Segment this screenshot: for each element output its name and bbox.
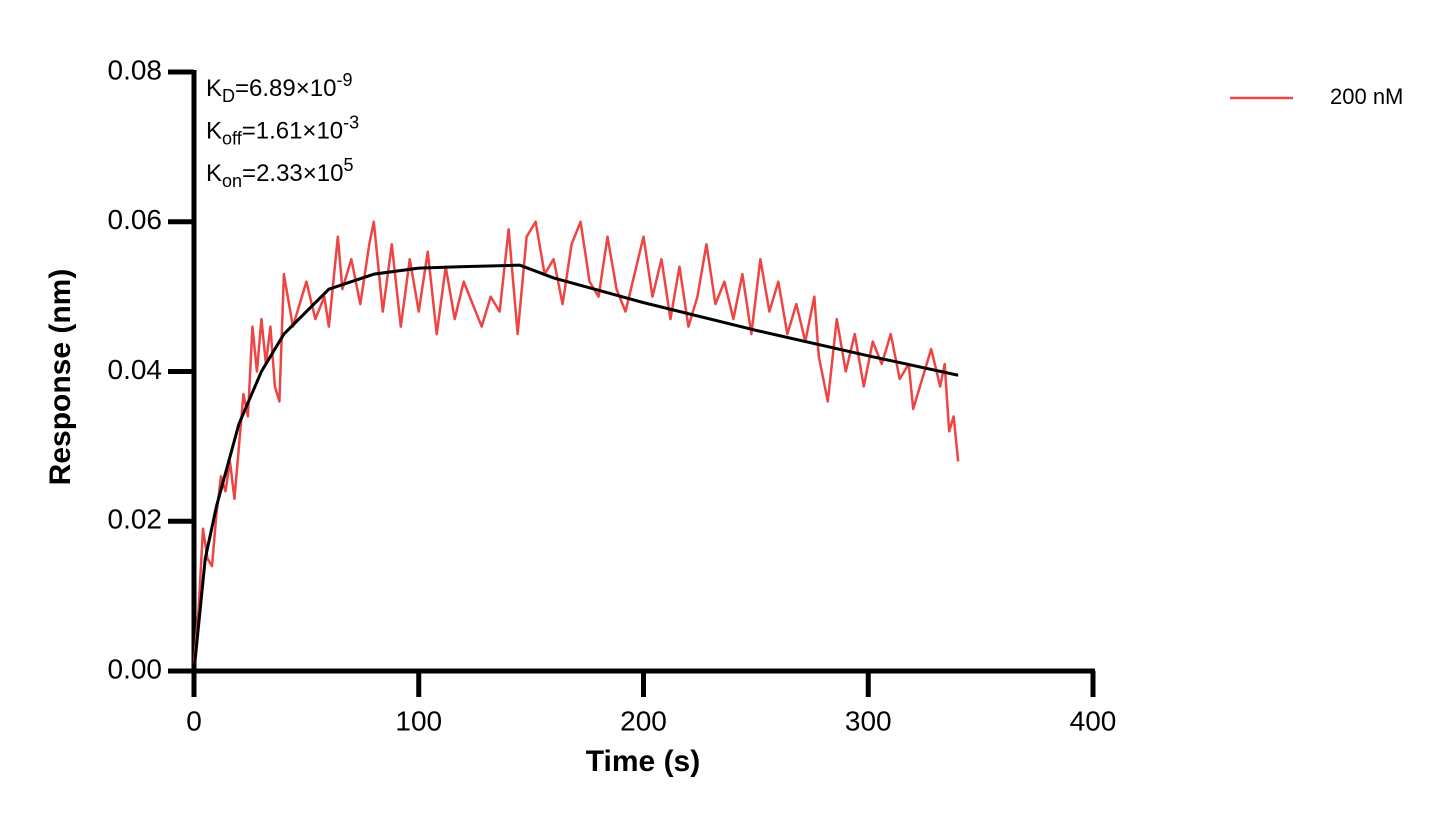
y-tick-label: 0.04	[108, 354, 163, 385]
data-line	[192, 220, 960, 664]
annotation: Kon=2.33×105	[206, 155, 354, 191]
y-tick-label: 0.06	[108, 204, 163, 235]
y-tick-label: 0.00	[108, 653, 163, 684]
x-tick-label: 0	[186, 705, 202, 736]
annotation-symbol: K	[206, 160, 222, 187]
annotation-superscript: -3	[343, 112, 359, 132]
legend-label: 200 nM	[1330, 84, 1403, 109]
x-tick-label: 100	[395, 705, 442, 736]
x-axis-title: Time (s)	[586, 745, 700, 778]
x-tick-label: 300	[845, 705, 892, 736]
y-tick-label: 0.08	[108, 54, 163, 85]
annotation-text: =1.61×10	[242, 118, 343, 145]
x-tick-label: 200	[620, 705, 667, 736]
annotation: Koff=1.61×10-3	[206, 112, 359, 148]
y-axis-title: Response (nm)	[44, 269, 77, 486]
annotation: KD=6.89×10-9	[206, 70, 352, 106]
annotation-superscript: 5	[343, 155, 353, 175]
data-line	[192, 263, 959, 672]
annotation-symbol: K	[206, 118, 222, 145]
x-tick-label: 400	[1070, 705, 1117, 736]
annotation-subscript: D	[222, 86, 235, 106]
annotation-superscript: -9	[336, 70, 352, 90]
annotation-text: =2.33×10	[242, 160, 343, 187]
annotation-text: =6.89×10	[235, 75, 336, 102]
annotation-subscript: on	[222, 171, 242, 191]
annotation-symbol: K	[206, 75, 222, 102]
annotation-subscript: off	[222, 128, 243, 148]
y-tick-label: 0.02	[108, 504, 163, 535]
